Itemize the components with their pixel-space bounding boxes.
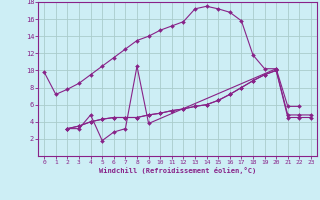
- X-axis label: Windchill (Refroidissement éolien,°C): Windchill (Refroidissement éolien,°C): [99, 167, 256, 174]
